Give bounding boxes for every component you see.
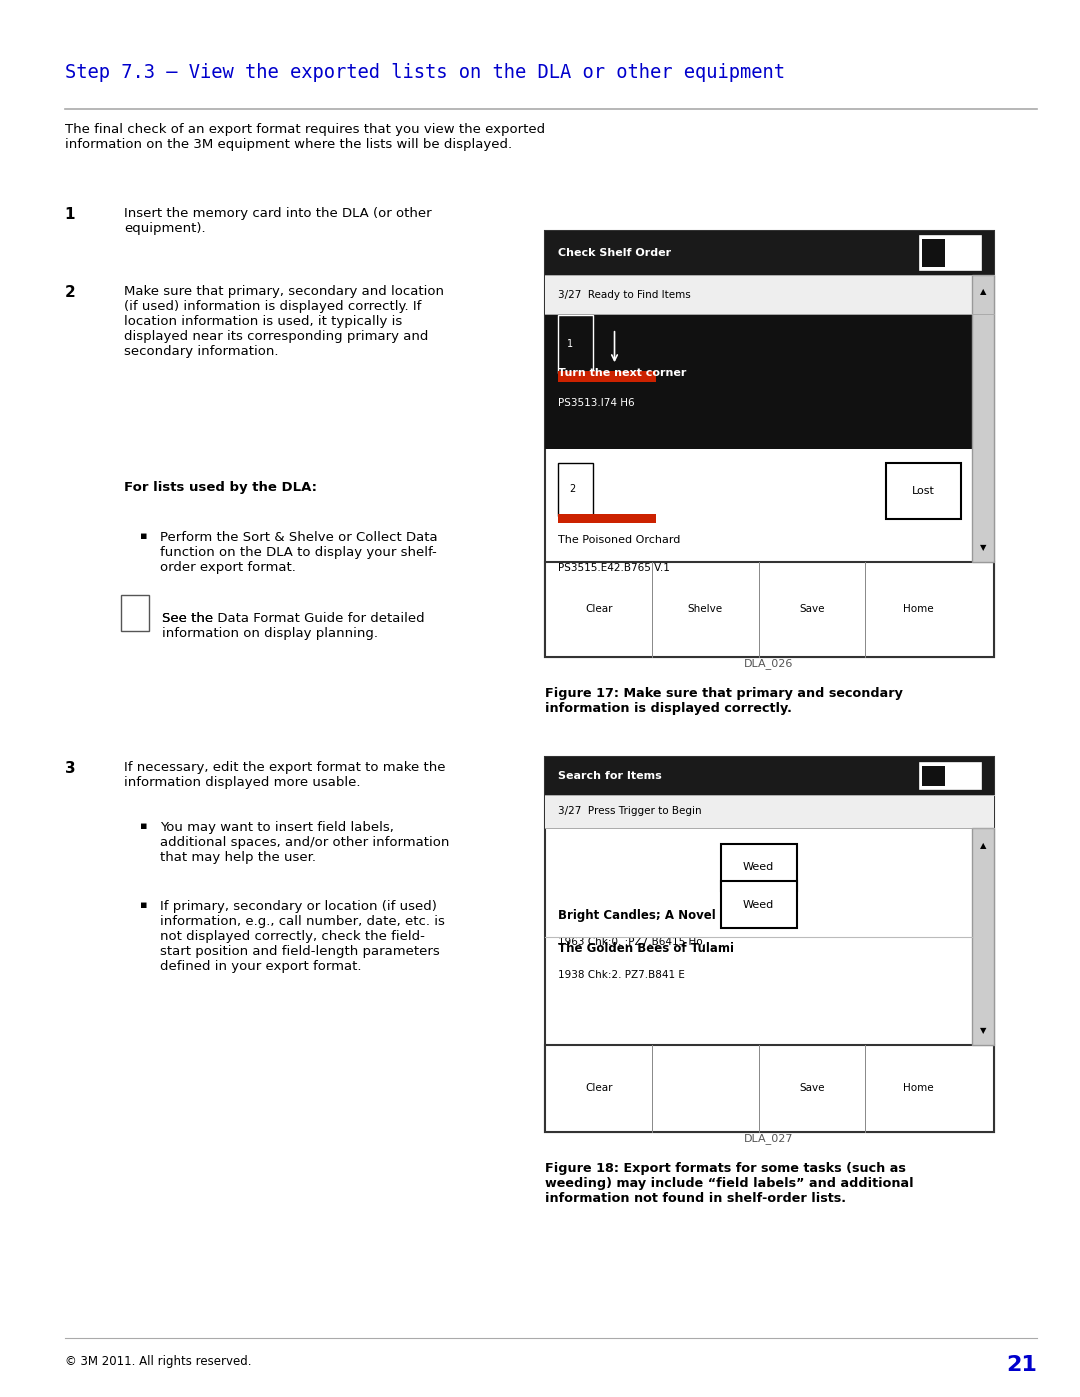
Text: 3/27  Press Trigger to Begin: 3/27 Press Trigger to Begin [558,806,702,816]
Text: The Poisoned Orchard: The Poisoned Orchard [558,535,680,545]
Text: If necessary, edit the export format to make the
information displayed more usab: If necessary, edit the export format to … [124,761,446,789]
Text: 1: 1 [567,339,573,349]
Text: Figure 18: Export formats for some tasks (such as
weeding) may include “field la: Figure 18: Export formats for some tasks… [545,1162,914,1206]
Text: Shelve: Shelve [688,604,723,615]
Bar [922,766,945,787]
Bar [558,514,656,522]
Text: PS3513.I74 H6: PS3513.I74 H6 [558,398,635,408]
Bar [920,236,981,270]
Bar [121,595,149,631]
Bar [886,462,961,518]
Text: Clear: Clear [585,604,612,615]
Text: 3/27  Ready to Find Items: 3/27 Ready to Find Items [558,289,691,300]
Text: 1938 Chk:2. PZ7.B841 E: 1938 Chk:2. PZ7.B841 E [558,970,685,981]
Text: For lists used by the DLA:: For lists used by the DLA: [124,481,318,493]
Bar [721,880,797,928]
Text: Turn the next corner: Turn the next corner [558,367,687,377]
Bar [545,275,994,314]
Text: The final check of an export format requires that you view the exported
informat: The final check of an export format requ… [65,123,545,151]
Bar [920,763,981,789]
Text: Check Shelf Order: Check Shelf Order [558,247,672,258]
Text: DLA_026: DLA_026 [744,658,794,669]
Bar [545,1045,994,1132]
Bar [545,562,994,657]
Text: 3: 3 [65,761,76,777]
Text: Save: Save [799,1083,825,1094]
Text: 2: 2 [569,485,576,495]
Bar [545,231,994,275]
Text: ▪: ▪ [140,531,148,541]
Text: PS3515.E42.B765 V.1: PS3515.E42.B765 V.1 [558,563,671,573]
Text: The Golden Bees of Tulami: The Golden Bees of Tulami [558,942,734,956]
Text: ▲: ▲ [980,288,986,296]
Text: ▪: ▪ [140,900,148,909]
Text: Home: Home [903,1083,934,1094]
Bar [922,239,945,267]
Text: ▼: ▼ [980,543,986,552]
Bar [558,370,656,381]
Text: DLA_027: DLA_027 [744,1133,794,1144]
Text: See the: See the [162,612,217,624]
Text: © 3M 2011. All rights reserved.: © 3M 2011. All rights reserved. [65,1355,252,1368]
Text: 1: 1 [65,207,76,222]
Text: If primary, secondary or location (if used)
information, e.g., call number, date: If primary, secondary or location (if us… [160,900,445,972]
Text: Insert the memory card into the DLA (or other
equipment).: Insert the memory card into the DLA (or … [124,207,432,235]
Text: Clear: Clear [585,1083,612,1094]
Text: F: F [132,608,138,619]
Text: Search for Items: Search for Items [558,771,662,781]
Text: Weed: Weed [743,862,774,872]
Text: Save: Save [799,604,825,615]
Bar [545,757,994,1132]
Text: See the Data Format Guide for detailed
information on display planning.: See the Data Format Guide for detailed i… [162,612,424,640]
Text: Make sure that primary, secondary and location
(if used) information is displaye: Make sure that primary, secondary and lo… [124,285,444,358]
Bar [972,275,994,562]
Text: Lost: Lost [912,486,935,496]
Text: Step 7.3 – View the exported lists on the DLA or other equipment: Step 7.3 – View the exported lists on th… [65,63,785,82]
Bar [545,231,994,657]
Bar [721,844,797,891]
Text: 21: 21 [1005,1355,1037,1375]
Bar [558,462,593,515]
Bar [972,828,994,1045]
Bar [545,314,972,448]
Text: Bright Candles; A Novel O: Bright Candles; A Novel O [558,909,730,922]
Bar [545,757,994,795]
Text: 1963 Chk:0. :PZ7.B6415 Ho.: 1963 Chk:0. :PZ7.B6415 Ho. [558,937,706,947]
Text: ▪: ▪ [140,821,148,831]
Text: ▼: ▼ [980,1027,986,1035]
Text: You may want to insert field labels,
additional spaces, and/or other information: You may want to insert field labels, add… [160,821,449,865]
Text: Perform the Sort & Shelve or Collect Data
function on the DLA to display your sh: Perform the Sort & Shelve or Collect Dat… [160,531,437,574]
Text: ▲: ▲ [980,841,986,849]
Text: Weed: Weed [743,900,774,909]
Bar [558,314,593,373]
Text: Figure 17: Make sure that primary and secondary
information is displayed correct: Figure 17: Make sure that primary and se… [545,687,903,715]
Text: Home: Home [903,604,934,615]
Bar [545,795,994,828]
Text: 2: 2 [65,285,76,300]
